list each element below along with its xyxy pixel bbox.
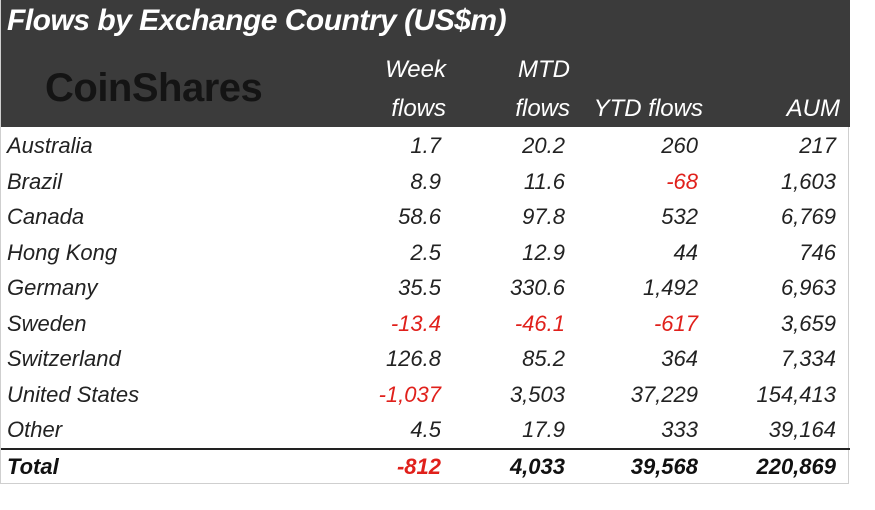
country-cell: Australia: [7, 133, 93, 158]
col-aum-header: AUM: [786, 95, 840, 122]
table-row: Sweden -13.4 -46.1 -617 3,659: [1, 306, 850, 342]
aum-cell: 154,413: [756, 381, 836, 407]
country-cell: Switzerland: [7, 346, 121, 371]
ytd-cell: -617: [653, 310, 698, 336]
ytd-cell: -68: [666, 168, 698, 194]
ytd-cell: 37,229: [630, 381, 698, 407]
week-cell: 2.5: [410, 239, 441, 265]
aum-cell: 1,603: [780, 168, 836, 194]
total-ytd-cell: 39,568: [630, 453, 698, 479]
total-label: Total: [7, 453, 59, 479]
ytd-cell: 333: [661, 417, 698, 442]
table-header: Flows by Exchange Country (US$m) CoinSha…: [1, 0, 850, 127]
col-ytd-header: YTD flows: [593, 95, 703, 122]
ytd-cell: 44: [673, 239, 698, 265]
mtd-cell: 11.6: [523, 168, 565, 194]
mtd-cell: 20.2: [522, 133, 565, 158]
table-row: Hong Kong 2.5 12.9 44 746: [1, 235, 850, 271]
week-cell: -13.4: [390, 310, 441, 336]
country-cell: Hong Kong: [7, 239, 118, 265]
ytd-cell: 1,492: [642, 275, 698, 300]
table-row: Germany 35.5 330.6 1,492 6,963: [1, 270, 850, 306]
aum-cell: 217: [799, 133, 836, 158]
country-cell: United States: [7, 381, 140, 407]
country-cell: Canada: [7, 204, 85, 229]
country-cell: Germany: [7, 275, 98, 300]
table-row: Australia 1.7 20.2 260 217: [1, 128, 850, 164]
week-cell: 8.9: [410, 168, 441, 194]
week-cell: 4.5: [410, 417, 441, 442]
coinshares-logo: CoinShares: [45, 66, 263, 110]
country-cell: Brazil: [7, 168, 63, 194]
aum-cell: 6,963: [780, 275, 836, 300]
aum-cell: 39,164: [768, 417, 836, 442]
col-mtd-header-line1: MTD: [518, 56, 570, 83]
mtd-cell: 85.2: [522, 346, 565, 371]
week-cell: -1,037: [378, 381, 441, 407]
total-week-cell: -812: [396, 453, 441, 479]
week-cell: 58.6: [398, 204, 441, 229]
aum-cell: 746: [799, 239, 836, 265]
table-row: United States -1,037 3,503 37,229 154,413: [1, 377, 850, 413]
mtd-cell: 330.6: [509, 275, 565, 300]
table-row: Canada 58.6 97.8 532 6,769: [1, 199, 850, 235]
table-title: Flows by Exchange Country (US$m): [7, 4, 507, 37]
table-row: Other 4.5 17.9 333 39,164: [1, 412, 850, 448]
total-aum-cell: 220,869: [756, 453, 836, 479]
week-cell: 35.5: [398, 275, 441, 300]
table-row: Switzerland 126.8 85.2 364 7,334: [1, 341, 850, 377]
aum-cell: 3,659: [780, 310, 836, 336]
country-cell: Sweden: [7, 310, 87, 336]
ytd-cell: 364: [661, 346, 698, 371]
flows-table-card: Flows by Exchange Country (US$m) CoinSha…: [0, 0, 850, 484]
mtd-cell: 3,503: [509, 381, 565, 407]
mtd-cell: -46.1: [514, 310, 565, 336]
country-cell: Other: [7, 417, 63, 442]
aum-cell: 6,769: [780, 204, 836, 229]
total-row: Total -812 4,033 39,568 220,869: [1, 447, 850, 484]
col-week-header-line1: Week: [385, 56, 446, 83]
mtd-cell: 97.8: [522, 204, 565, 229]
col-week-header-line2: flows: [391, 95, 446, 122]
aum-cell: 7,334: [780, 346, 836, 371]
total-mtd-cell: 4,033: [509, 453, 565, 479]
mtd-cell: 17.9: [522, 417, 565, 442]
ytd-cell: 532: [661, 204, 698, 229]
week-cell: 1.7: [410, 133, 441, 158]
table-body: Australia 1.7 20.2 260 217 Brazil 8.9 11.6 -68 1,…: [1, 128, 850, 484]
table-row: Brazil 8.9 11.6 -68 1,603: [1, 164, 850, 200]
mtd-cell: 12.9: [522, 239, 565, 265]
col-mtd-header-line2: flows: [515, 95, 570, 122]
ytd-cell: 260: [661, 133, 698, 158]
week-cell: 126.8: [385, 346, 441, 371]
